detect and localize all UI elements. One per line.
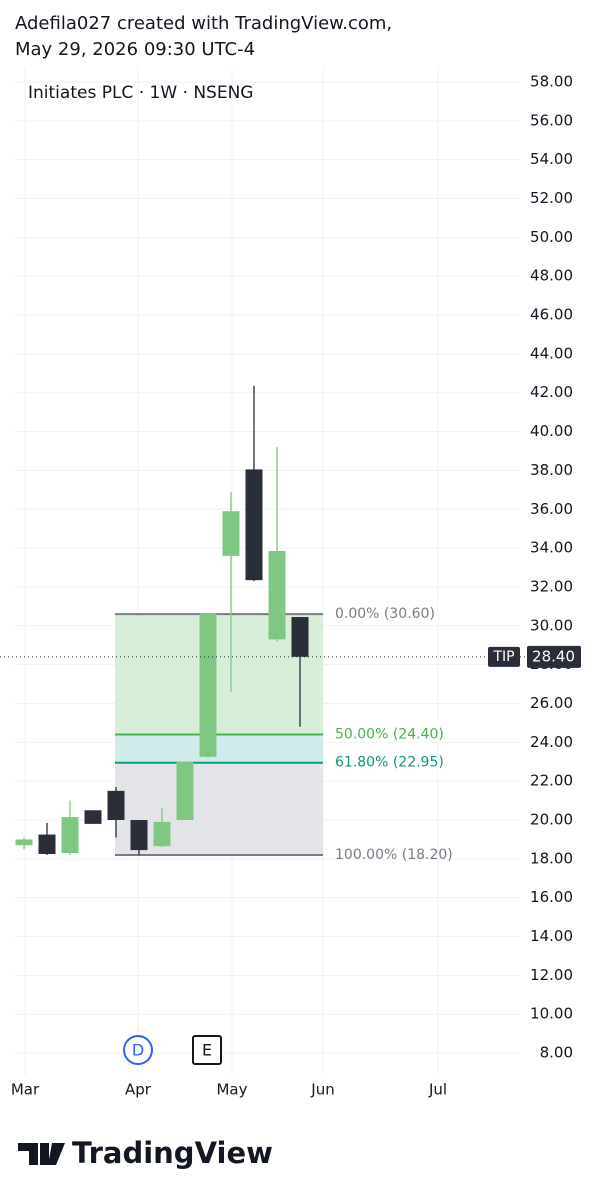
price-label: 28.40 [532,647,575,665]
event-icon [123,1035,153,1065]
chart-title: Initiates PLC · 1W · NSENG [28,83,253,103]
fib-zone [115,614,323,735]
x-tick-label: Apr [125,1081,152,1099]
candle-body [61,817,79,854]
y-tick-label: 50.00 [530,228,573,246]
y-tick-label: 30.00 [530,616,573,634]
y-tick-label: 20.00 [530,810,573,828]
x-tick-label: May [216,1081,247,1099]
x-tick-label: Jun [310,1081,334,1099]
tip-box [488,646,520,667]
event-label: E [202,1041,212,1060]
event-label: D [132,1041,144,1060]
brand: TradingView [72,1136,273,1170]
candle-body [107,790,125,820]
logo-mark [18,1143,65,1165]
y-tick-label: 58.00 [530,72,573,90]
candle-body [199,613,217,757]
candle-body [15,839,33,846]
y-tick-label: 26.00 [530,694,573,712]
y-tick-label: 18.00 [530,849,573,867]
header-line: Adefila027 created with TradingView.com, [15,13,392,34]
y-tick-label: 32.00 [530,577,573,595]
plot: 8.00 10.00 12.00 14.00 16.00 18.00 20.00 22.00 2… [0,68,581,1099]
y-tick-label: 46.00 [530,306,573,324]
y-tick-label: 44.00 [530,344,573,362]
tip-label: TIP [492,649,514,665]
y-tick-label: 52.00 [530,189,573,207]
y-tick-label: 12.00 [530,966,573,984]
fib-label: 61.80% (22.95) [335,755,444,771]
y-tick-label: 22.00 [530,772,573,790]
y-tick-label: 10.00 [530,1005,573,1023]
y-tick-label: 48.00 [530,267,573,285]
fib-label: 0.00% (30.60) [335,606,435,622]
y-tick-label: 56.00 [530,111,573,129]
header-line: May 29, 2026 09:30 UTC-4 [15,39,255,60]
y-tick-label: 24.00 [530,733,573,751]
y-tick-label: 38.00 [530,461,573,479]
fib-label: 50.00% (24.40) [335,727,444,743]
fib-zone [115,734,323,763]
y-tick-label: 8.00 [540,1044,573,1062]
candle-body [291,617,309,657]
candle-body [130,819,148,851]
y-tick-label: 36.00 [530,500,573,518]
y-tick-label: 34.00 [530,539,573,557]
x-tick-label: Mar [11,1081,40,1099]
candle-body [38,834,56,854]
y-tick-label: 14.00 [530,927,573,945]
candle-body [153,821,171,847]
y-tick-label: 54.00 [530,150,573,168]
candle-body [222,511,240,556]
candle-body [84,810,102,824]
candle-body [268,551,286,640]
logo: TradingView [18,1136,273,1170]
y-tick-label: 16.00 [530,888,573,906]
y-tick-label: 42.00 [530,383,573,401]
candle-body [245,469,263,581]
event-icon [192,1035,222,1065]
y-tick-label: 40.00 [530,422,573,440]
candle-body [176,761,194,820]
fib-label: 100.00% (18.20) [335,847,453,863]
x-tick-label: Jul [428,1081,447,1099]
price-box [527,645,581,668]
fib-zone [115,762,323,855]
